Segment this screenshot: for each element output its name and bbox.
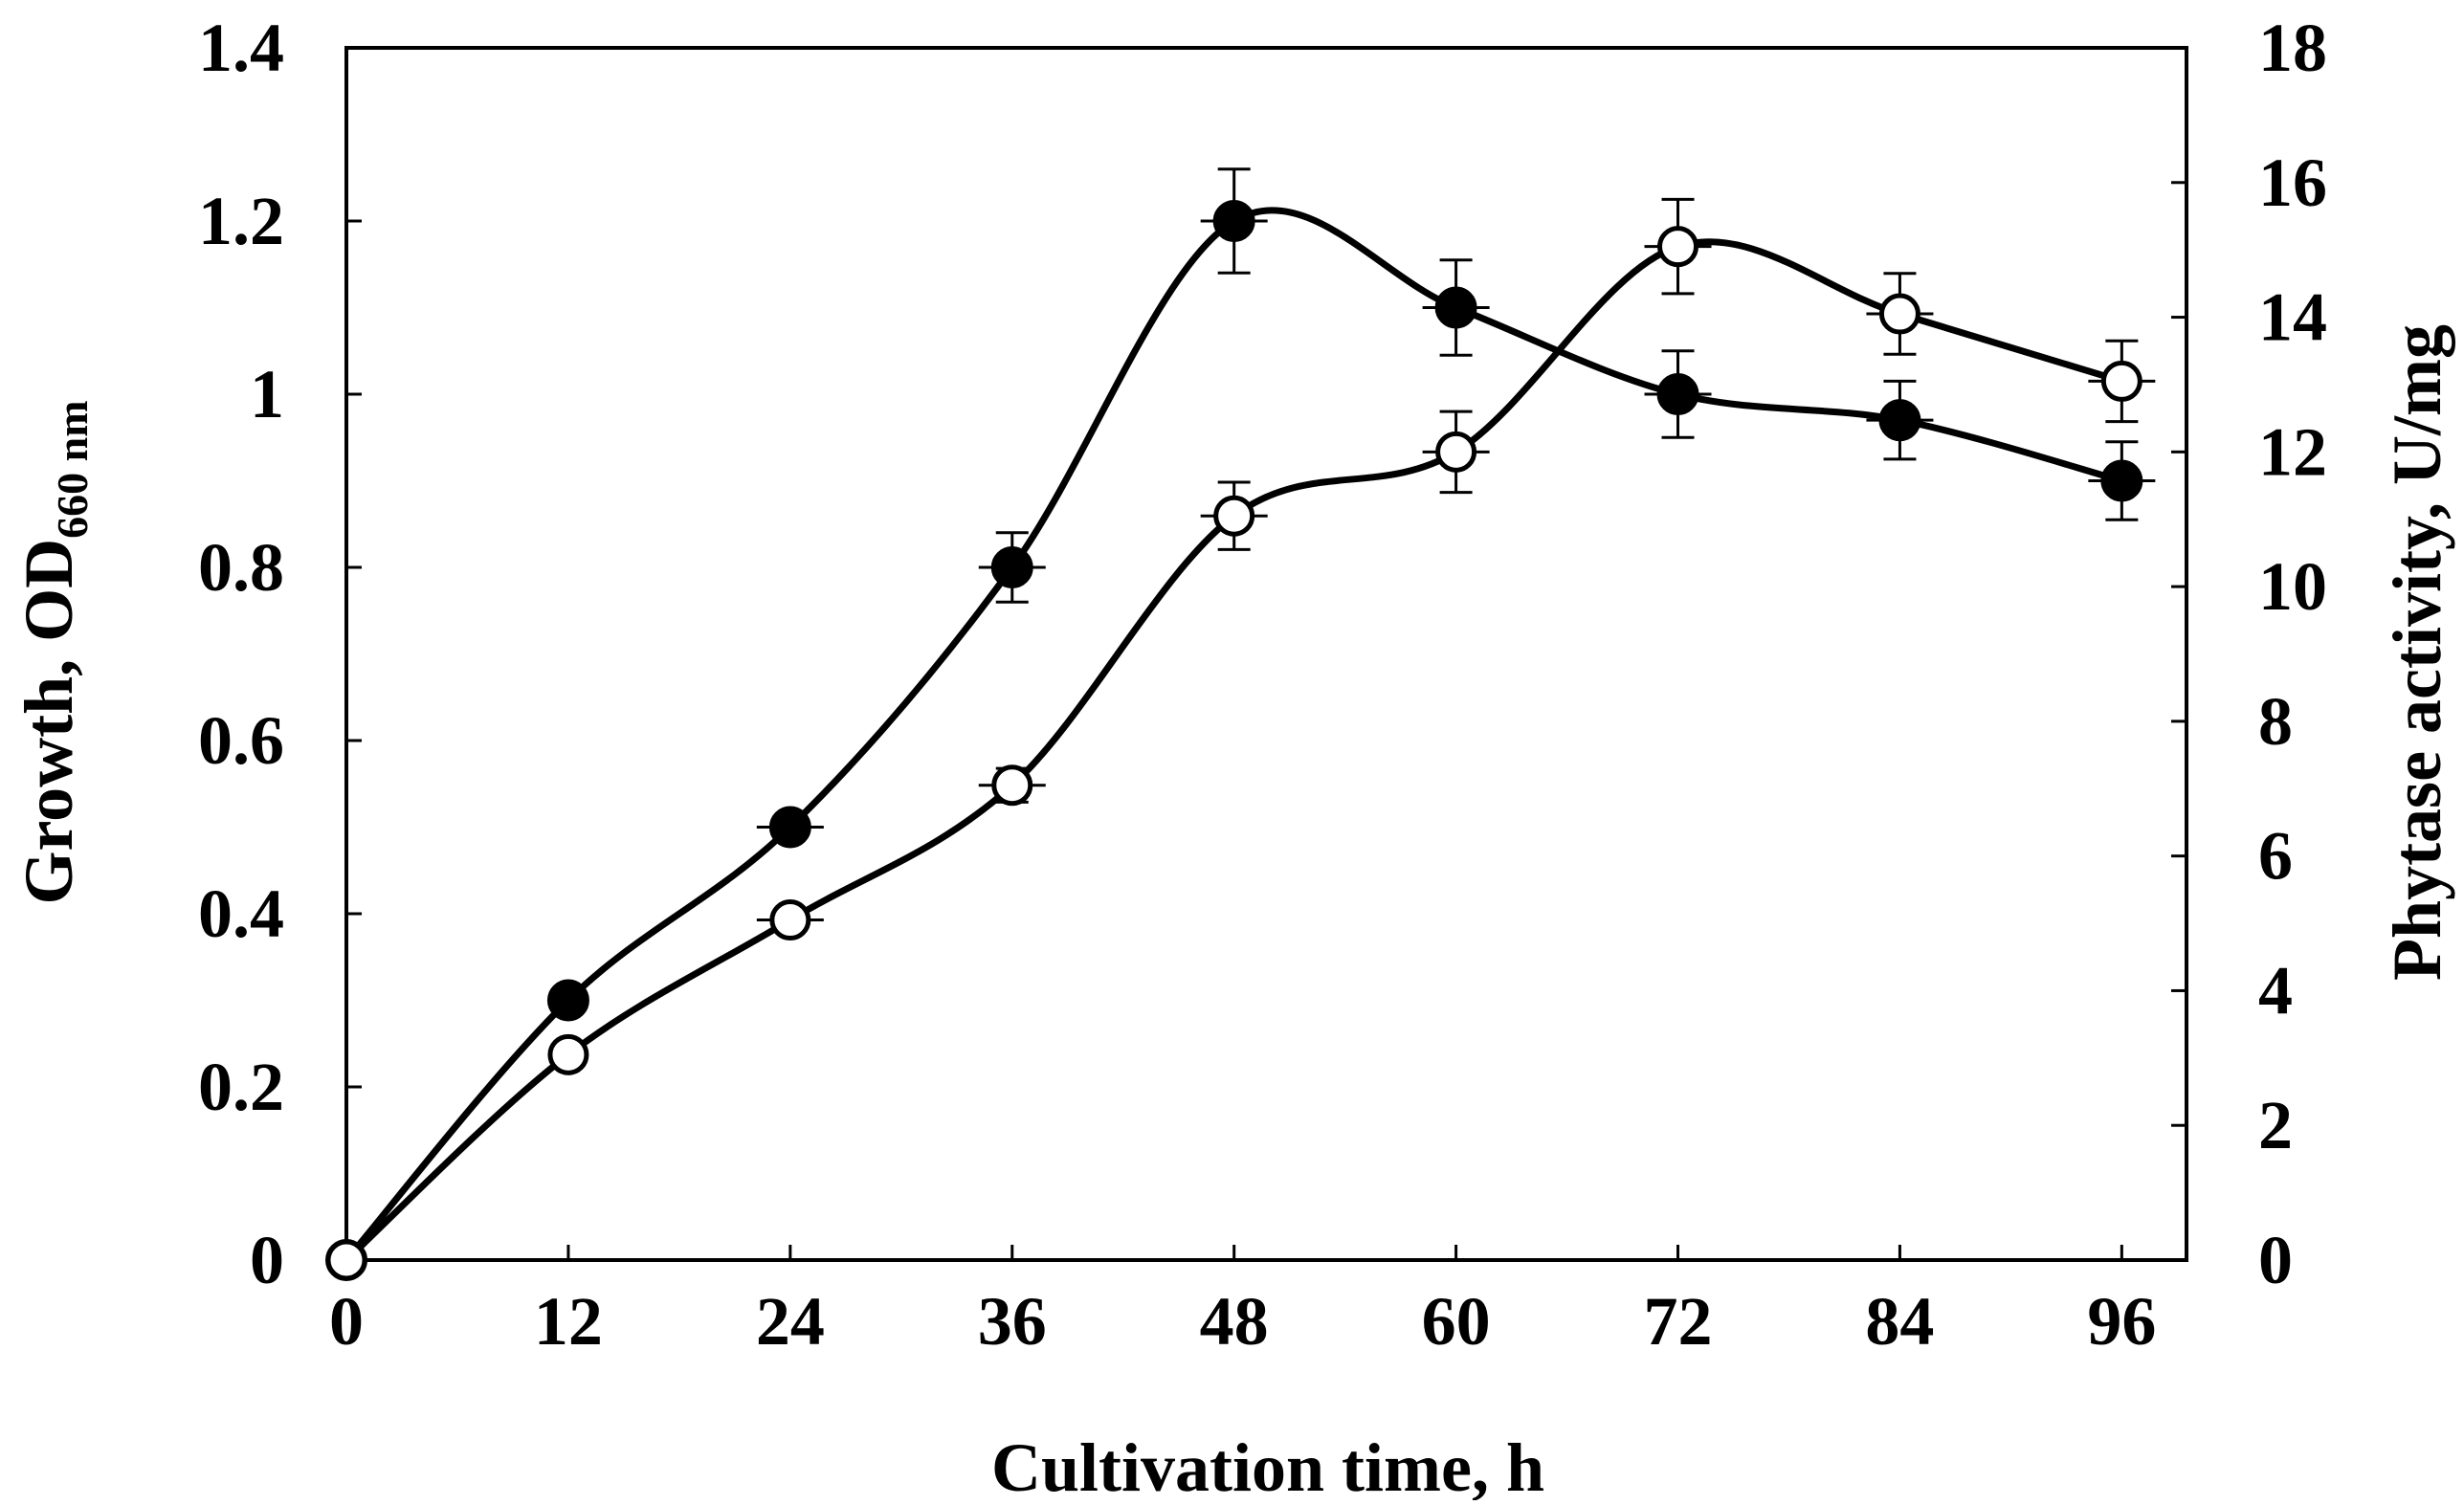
growth-point	[768, 806, 811, 849]
y2-tick-label: 10	[2258, 548, 2327, 625]
growth-point	[1212, 200, 1255, 242]
y2-tick-label: 0	[2258, 1222, 2293, 1298]
tick-labels: 0 12 24 36 48 60 72 84 9600.20.40.60.811.21.4024…	[198, 10, 2327, 1360]
x-tick-label: 24	[756, 1283, 825, 1360]
growth-point	[1656, 373, 1699, 415]
y2-tick-label: 6	[2258, 818, 2293, 895]
phytase-point	[991, 764, 1033, 807]
growth-point	[2100, 459, 2143, 502]
phytase-point	[769, 899, 811, 941]
y-tick-label: 0.6	[198, 702, 284, 779]
growth-point	[990, 546, 1033, 588]
y2-tick-label: 18	[2258, 10, 2327, 86]
x-tick-label: 84	[1865, 1283, 1934, 1360]
growth-point	[546, 979, 589, 1022]
x-tick-label: 0	[329, 1283, 364, 1360]
y2-axis-title: Phytase activity, U/mg	[2379, 324, 2455, 981]
y-tick-label: 1.2	[198, 183, 284, 259]
x-tick-label: 48	[1200, 1283, 1269, 1360]
y2-tick-label: 16	[2258, 144, 2327, 221]
data-markers	[325, 200, 2143, 1281]
y2-tick-label: 14	[2258, 279, 2327, 356]
y-tick-label: 1.4	[198, 10, 284, 86]
x-tick-label: 12	[534, 1283, 603, 1360]
phytase-point	[2100, 360, 2142, 402]
x-axis-title: Cultivation time, h	[991, 1429, 1544, 1500]
y-tick-label: 0	[250, 1222, 284, 1298]
phytase-point	[1213, 495, 1255, 537]
phytase-point	[325, 1239, 367, 1281]
y-axis-title: Growth, OD660 nm	[11, 400, 97, 904]
y-tick-label: 0.2	[198, 1049, 284, 1125]
y2-tick-label: 12	[2258, 413, 2327, 490]
series-line	[344, 207, 2123, 1263]
growth-point	[1878, 399, 1921, 442]
phytase-point	[1878, 293, 1920, 335]
plot-frame	[344, 46, 2188, 1262]
y-axis-title-subscript: 660 nm	[48, 400, 97, 538]
x-tick-label: 60	[1422, 1283, 1491, 1360]
y-axis-title-main: Growth, OD	[11, 539, 87, 905]
y-tick-label: 0.4	[198, 875, 284, 952]
phytase-point	[547, 1033, 589, 1075]
y2-tick-label: 8	[2258, 683, 2293, 760]
x-tick-label: 36	[978, 1283, 1047, 1360]
phytase-point	[1435, 431, 1477, 473]
growth-point	[1434, 286, 1477, 329]
y2-tick-label: 2	[2258, 1087, 2293, 1163]
y2-tick-label: 4	[2258, 952, 2293, 1029]
x-tick-label: 96	[2087, 1283, 2156, 1360]
y-tick-label: 0.8	[198, 529, 284, 606]
x-tick-label: 72	[1644, 1283, 1713, 1360]
y-tick-label: 1	[250, 356, 284, 432]
phytase-point	[1657, 226, 1699, 268]
